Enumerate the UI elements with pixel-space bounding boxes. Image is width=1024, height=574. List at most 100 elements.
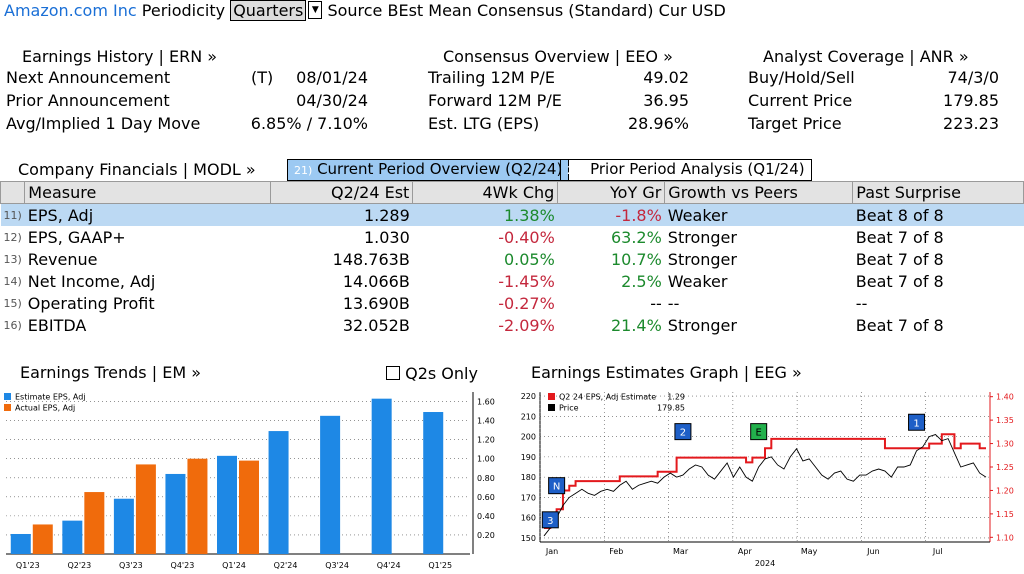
event-marker-label: 1 (913, 418, 919, 429)
past-surprise-cell: Beat 7 of 8 (855, 271, 944, 291)
x-year-label: 2024 (755, 559, 775, 568)
y-tick-label: 0.40 (477, 512, 495, 521)
column-header-rownum (0, 181, 26, 204)
x-tick-label: Q1'23 (16, 561, 40, 570)
table-row[interactable]: 15) Operating Profit 13.690B -0.27% -- -- -- (1, 292, 1024, 314)
y-tick-label: 0.20 (477, 531, 495, 540)
x-tick-label: Q3'24 (325, 561, 349, 570)
table-row[interactable]: 16) EBITDA 32.052B -2.09% 21.4% Stronger Beat … (1, 314, 1024, 336)
consensus-overview-title[interactable]: Consensus Overview | EEO » (443, 47, 673, 66)
line-chart-grid (539, 392, 993, 543)
earnings-history-row: Next Announcement (T) 08/01/24 (6, 68, 372, 91)
company-financials-title[interactable]: Company Financials | MODL » (18, 160, 256, 179)
x-tick-label: Q1'24 (222, 561, 246, 570)
earnings-history-title[interactable]: Earnings History | ERN » (22, 47, 218, 66)
tab-prior-period[interactable]: 22) Prior Period Analysis (Q1/24) (560, 159, 812, 181)
event-marker-icon[interactable] (541, 511, 559, 529)
consensus-overview-panel: Trailing 12M P/E 49.02 Forward 12M P/E 3… (428, 68, 692, 137)
event-marker-label: E (756, 428, 762, 439)
checkbox-box[interactable] (386, 366, 400, 380)
column-header-measure[interactable]: Measure (24, 181, 272, 204)
analyst-coverage-panel: Buy/Hold/Sell 74/3/0 Current Price 179.8… (748, 68, 1002, 137)
y-right-tick-label: 1.35 (996, 416, 1014, 425)
measure-cell[interactable]: Operating Profit (27, 293, 155, 313)
yoy-growth-cell: -1.8% (557, 203, 665, 226)
estimate-cell: 1.030 (363, 227, 410, 247)
measure-cell[interactable]: Revenue (27, 249, 98, 269)
measure-cell[interactable]: EPS, GAAP+ (27, 227, 126, 247)
column-header-past-surprise[interactable]: Past Surprise (852, 181, 1024, 204)
y-left-tick-label: 170 (521, 493, 536, 502)
earnings-trends-title[interactable]: Earnings Trends | EM » (20, 363, 201, 382)
table-header-row: Measure Q2/24 Est 4Wk Chg YoY Gr Growth … (0, 181, 1024, 204)
legend-label-estimate-line: Q2 24 EPS, Adj Estimate (559, 393, 656, 402)
earnings-history-row: Avg/Implied 1 Day Move 6.85% / 7.10% (6, 114, 372, 137)
line-chart-labels: 150 160 170 180 190 200 210 220 1.10 1.15 1.20 1.25… (521, 392, 1014, 568)
q2s-only-checkbox[interactable]: Q2s Only (386, 364, 478, 384)
column-header-estimate[interactable]: Q2/24 Est (270, 181, 414, 204)
estimate-cell: 32.052B (342, 315, 410, 335)
table-row[interactable]: 14) Net Income, Adj 14.066B -1.45% 2.5% Weake… (1, 270, 1024, 292)
analyst-coverage-title[interactable]: Analyst Coverage | ANR » (763, 47, 969, 66)
next-announcement-value: 08/01/24 (296, 68, 368, 87)
row-number: 13) (3, 252, 22, 266)
event-marker-icon[interactable] (548, 477, 566, 495)
event-marker-label: 3 (547, 516, 553, 527)
estimate-line (544, 433, 986, 529)
ticker-link[interactable]: Amazon.com Inc (4, 1, 137, 20)
event-marker-icon[interactable] (908, 413, 926, 431)
earnings-estimates-title[interactable]: Earnings Estimates Graph | EEG » (531, 363, 802, 382)
x-tick-label: Apr (738, 547, 753, 556)
y-tick-label: 1.60 (477, 398, 495, 407)
measure-cell[interactable]: EBITDA (27, 315, 87, 335)
bar-estimate (10, 533, 31, 554)
current-price-label: Current Price (748, 91, 853, 110)
column-header-yoy-gr[interactable]: YoY Gr (557, 181, 666, 204)
four-week-change-cell: 0.05% (503, 249, 555, 269)
estimate-cell: 13.690B (342, 293, 410, 313)
price-line (543, 434, 987, 537)
financials-table-body: 11) EPS, Adj 1.289 1.38% -1.8% Weaker Beat 8 o… (0, 203, 1024, 337)
bar-chart-legend: Estimate EPS, Adj Actual EPS, Adj (4, 393, 86, 413)
prior-announcement-label: Prior Announcement (6, 91, 170, 110)
tab-current-period[interactable]: 21) Current Period Overview (Q2/24) (287, 159, 570, 181)
measure-cell[interactable]: EPS, Adj (24, 203, 271, 226)
header-line: Amazon.com Inc Periodicity Quarters ▼ Sou… (4, 0, 726, 21)
earnings-estimates-chart: 3 N 2 E 1 150 160 170 180 190 200 210 220 1.10 1.15 1.… (521, 392, 1014, 568)
source-value[interactable]: BEst Mean Consensus (Standard) (387, 1, 654, 20)
bar-estimate (217, 455, 237, 554)
trailing-pe-label: Trailing 12M P/E (428, 68, 555, 87)
row-number: 14) (3, 274, 22, 288)
table-row[interactable]: 13) Revenue 148.763B 0.05% 10.7% Stronger Beat… (1, 248, 1024, 270)
earnings-history-row: Prior Announcement 04/30/24 (6, 91, 372, 114)
chevron-down-icon[interactable]: ▼ (308, 1, 323, 19)
buy-hold-sell-value: 74/3/0 (947, 68, 1000, 87)
y-tick-label: 0.80 (477, 474, 495, 483)
column-header-4wk-chg[interactable]: 4Wk Chg (412, 181, 559, 204)
event-marker-icon[interactable] (750, 423, 768, 441)
event-marker-label: N (553, 482, 560, 493)
table-row[interactable]: 11) EPS, Adj 1.289 1.38% -1.8% Weaker Beat 8 o… (0, 203, 1024, 226)
target-price-value: 223.23 (943, 114, 999, 133)
current-price-value: 179.85 (943, 91, 999, 110)
x-tick-label: Jan (545, 547, 558, 556)
event-marker-icon[interactable] (674, 423, 692, 441)
source-label: Source (327, 1, 383, 20)
tab-current-number: 21) (294, 164, 313, 177)
estimate-cell: 148.763B (332, 249, 410, 269)
consensus-row: Forward 12M P/E 36.95 (428, 91, 692, 114)
yoy-growth-cell: -- (650, 293, 662, 313)
y-left-tick-label: 180 (521, 473, 536, 482)
x-tick-label: Q2'24 (274, 561, 298, 570)
y-left-tick-label: 220 (521, 392, 536, 401)
four-week-change-cell: 1.38% (412, 203, 558, 226)
bar-actual (187, 458, 208, 554)
column-header-growth-vs-peers[interactable]: Growth vs Peers (664, 181, 854, 204)
row-number: 16) (3, 318, 22, 332)
currency-value[interactable]: USD (691, 1, 726, 20)
measure-cell[interactable]: Net Income, Adj (27, 271, 156, 291)
growth-vs-peers-cell: Stronger (667, 249, 737, 269)
table-row[interactable]: 12) EPS, GAAP+ 1.030 -0.40% 63.2% Stronger Bea… (1, 226, 1024, 248)
bar-actual (239, 460, 259, 554)
periodicity-select[interactable]: Quarters (230, 0, 307, 21)
